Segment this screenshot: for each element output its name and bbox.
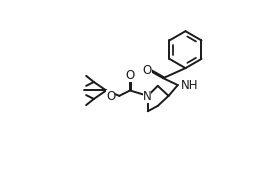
Text: N: N (143, 90, 151, 103)
Text: O: O (106, 90, 116, 103)
Text: NH: NH (181, 79, 198, 92)
Text: O: O (142, 64, 152, 77)
Text: O: O (125, 69, 135, 82)
